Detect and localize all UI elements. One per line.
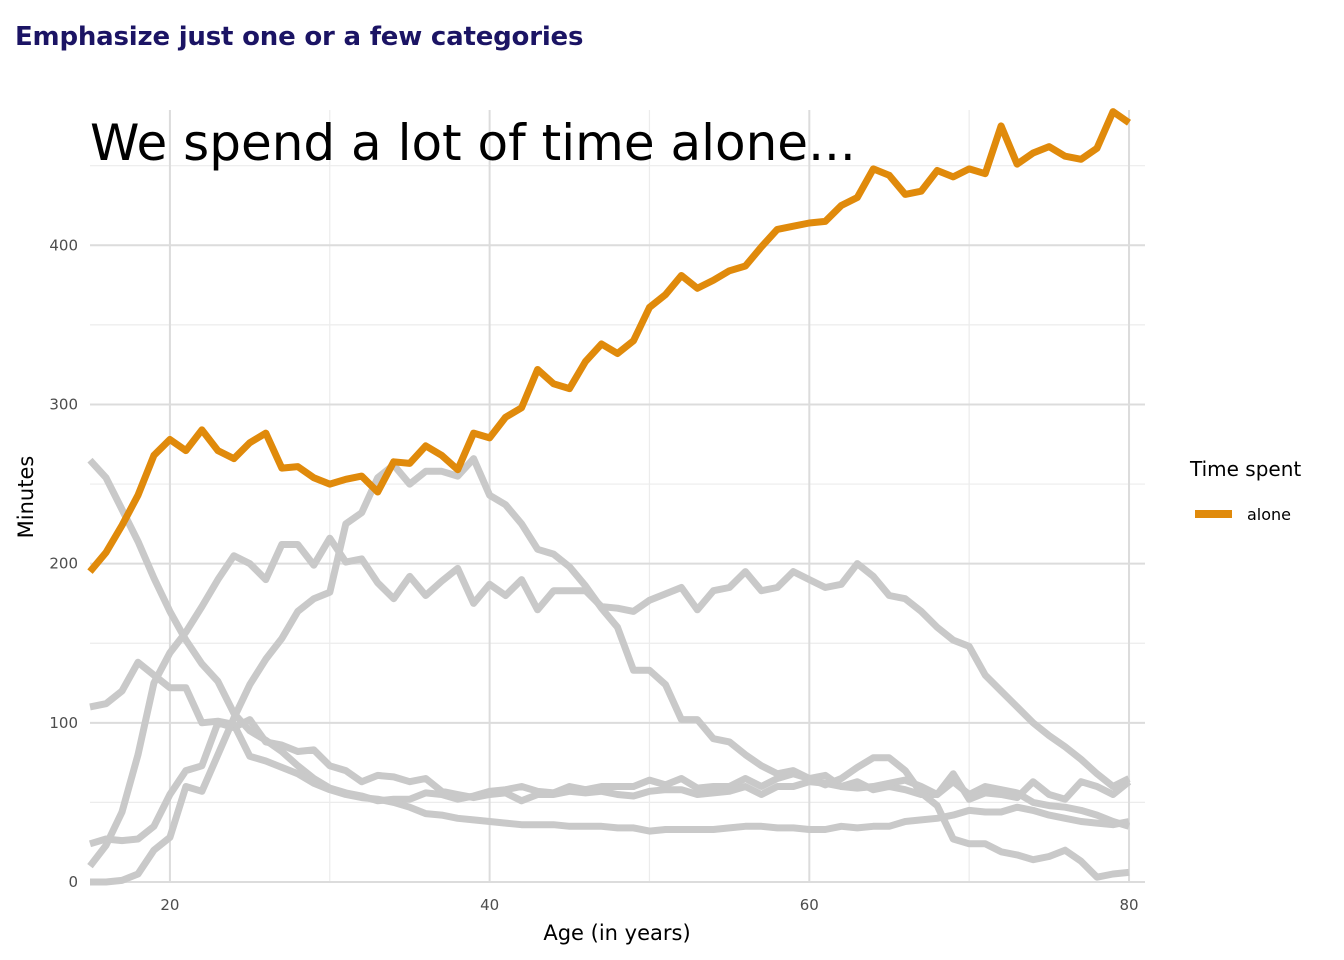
series-layer [87, 108, 1132, 886]
chart-annotation: We spend a lot of time alone... [90, 114, 856, 172]
x-tick-label: 40 [480, 896, 499, 914]
series-line-alone [87, 108, 1131, 574]
legend: Time spent alone [1189, 457, 1301, 524]
background-series-line [90, 455, 1130, 886]
x-tick-label: 60 [800, 896, 819, 914]
background-series-line [88, 716, 1132, 848]
y-tick-label: 300 [49, 395, 78, 413]
x-tick-label: 20 [160, 896, 179, 914]
y-tick-label: 100 [49, 714, 78, 732]
y-tick-label: 0 [68, 873, 78, 891]
grid [90, 110, 1145, 883]
y-axis-title: Minutes [14, 456, 38, 539]
page-header: Emphasize just one or a few categories [15, 22, 584, 52]
x-tick-label: 80 [1119, 896, 1138, 914]
legend-title: Time spent [1189, 457, 1301, 481]
y-tick-label: 200 [49, 555, 78, 573]
tick-labels: 20 40 60 80 0 100 200 300 400 [49, 236, 1138, 914]
x-axis-title: Age (in years) [543, 921, 690, 945]
background-series-line [87, 534, 1131, 869]
y-tick-label: 400 [49, 236, 78, 254]
background-series-line [89, 658, 1130, 835]
legend-label-alone: alone [1247, 505, 1291, 524]
